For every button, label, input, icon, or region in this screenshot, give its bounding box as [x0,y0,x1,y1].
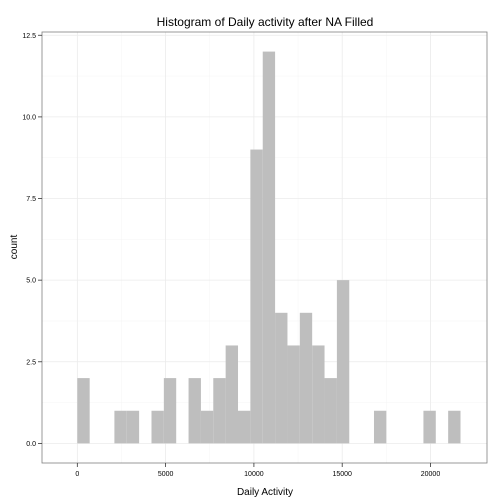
panel-border [41,31,488,464]
histogram-bar [126,410,140,444]
histogram-bar [114,410,127,444]
x-tick-label: 0 [75,471,79,478]
histogram-bar [213,378,226,444]
histogram-bar [225,345,239,444]
histogram-bar [250,149,263,444]
bars-layer [77,51,461,444]
x-axis-title: Daily Activity [237,487,293,498]
y-tick-label: 2.5 [26,359,36,366]
histogram-bar [299,312,313,444]
x-tick-label: 5000 [158,471,174,478]
y-axis: 0.0 2.5 5.0 7.5 10.0 12.5 [22,33,42,448]
histogram-bar [238,410,251,444]
y-tick-label: 10.0 [22,114,36,121]
x-tick-label: 10000 [244,471,264,478]
x-axis: 0 5000 10000 15000 20000 [75,463,440,478]
y-tick-label: 12.5 [22,33,36,40]
histogram-bar [287,345,300,444]
histogram-bar [200,410,214,444]
y-tick-label: 7.5 [26,196,36,203]
histogram-bar [324,378,337,444]
histogram-bar [262,51,276,444]
histogram-bar [77,378,90,444]
histogram-bar [151,410,164,444]
y-tick-label: 0.0 [26,441,36,448]
y-axis-title: count [9,235,20,260]
histogram-bar [163,378,177,444]
histogram-bar [275,312,288,444]
histogram-bar [336,280,350,444]
histogram-bar [188,378,201,444]
histogram-bar [423,410,436,444]
histogram-bar [373,410,387,444]
chart-title: Histogram of Daily activity after NA Fil… [157,15,374,29]
histogram-bar [312,345,325,444]
histogram-bar [448,410,461,444]
x-tick-label: 20000 [421,471,441,478]
x-tick-label: 15000 [332,471,352,478]
y-tick-label: 5.0 [26,278,36,285]
